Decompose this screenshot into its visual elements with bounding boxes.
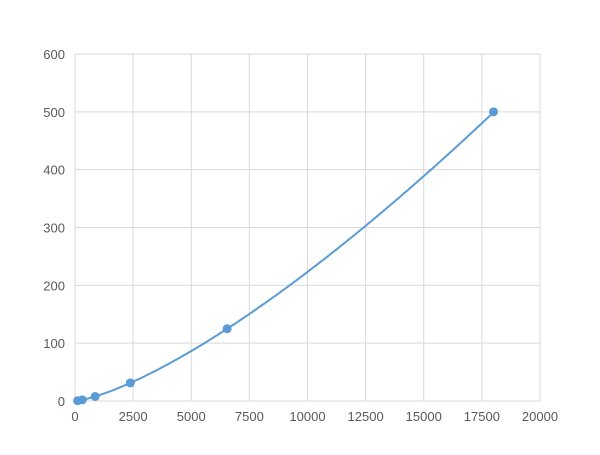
y-tick-label: 100 [43, 336, 65, 351]
x-tick-label: 17500 [464, 409, 500, 424]
x-tick-label: 2500 [119, 409, 148, 424]
trend-line [77, 111, 495, 402]
data-point [125, 378, 135, 388]
y-tick-label: 300 [43, 221, 65, 236]
x-tick-label: 12500 [348, 409, 384, 424]
y-tick-label: 500 [43, 105, 65, 120]
data-point [222, 324, 232, 334]
y-tick-label: 400 [43, 163, 65, 178]
x-tick-label: 7500 [235, 409, 264, 424]
x-tick-label: 5000 [177, 409, 206, 424]
x-tick-label: 20000 [522, 409, 558, 424]
x-tick-label: 15000 [406, 409, 442, 424]
x-tick-label: 10000 [289, 409, 325, 424]
x-tick-label: 0 [71, 409, 78, 424]
data-point [77, 395, 87, 405]
data-point [489, 107, 498, 117]
y-tick-label: 600 [43, 47, 65, 62]
y-tick-label: 0 [58, 394, 65, 409]
data-point [90, 391, 100, 401]
y-tick-label: 200 [43, 278, 65, 293]
